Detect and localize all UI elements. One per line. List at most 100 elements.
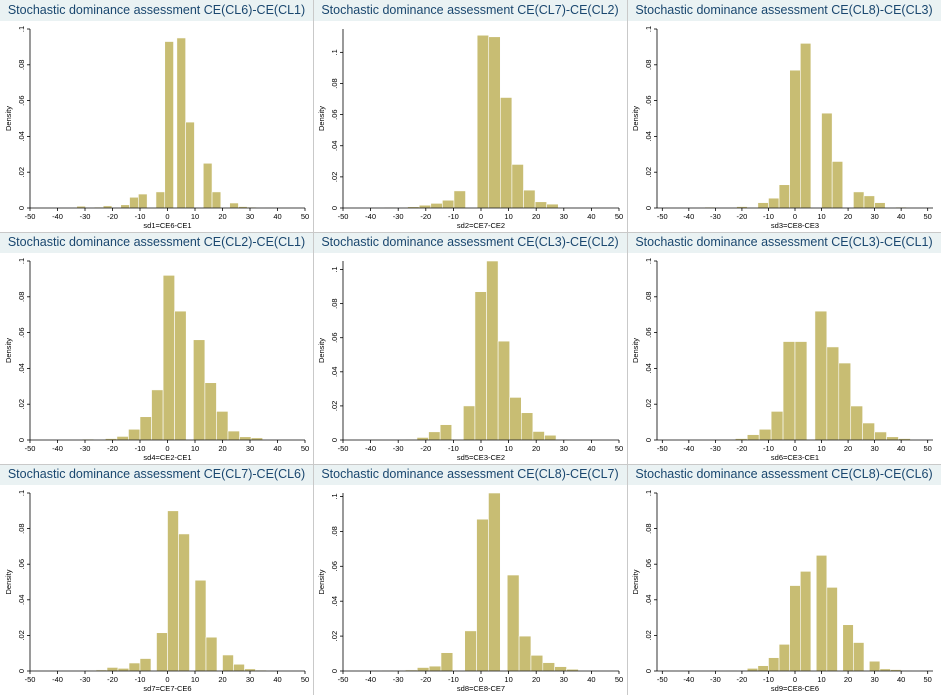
x-tick-label: -20	[420, 444, 431, 453]
y-tick-label: .08	[330, 298, 339, 308]
histogram-bar	[863, 195, 875, 209]
histogram-bar	[886, 436, 899, 441]
x-tick-label: 30	[560, 212, 568, 221]
x-tick-label: 50	[615, 212, 623, 221]
x-tick-label: -40	[365, 212, 376, 221]
y-tick-label: .1	[330, 266, 339, 272]
x-tick-label: 20	[532, 212, 540, 221]
y-tick-label: .1	[330, 493, 339, 499]
x-axis-title: sd5=CE3-CE2	[457, 453, 505, 462]
x-tick-label: -30	[710, 212, 721, 221]
histogram-bar	[874, 202, 886, 209]
x-tick-label: -20	[107, 212, 118, 221]
histogram-bar	[534, 201, 547, 209]
chart-title: Stochastic dominance assessment CE(CL7)-…	[313, 0, 627, 21]
histogram-svg: -50 -40 -30 -20 -10 0 10 20 30 40 50 0 .02 .04 .06 .08.…	[631, 26, 933, 230]
x-tick-label: 20	[844, 675, 852, 684]
x-tick-label: 20	[218, 444, 226, 453]
x-tick-label: -20	[107, 675, 118, 684]
histogram-panel: Stochastic dominance assessment CE(CL8)-…	[313, 464, 627, 695]
y-tick-label: .08	[644, 60, 653, 70]
x-tick-label: -20	[107, 444, 118, 453]
x-tick-label: -10	[135, 444, 146, 453]
histogram-bar	[176, 37, 186, 209]
x-tick-label: 30	[246, 212, 254, 221]
x-tick-label: 50	[615, 444, 623, 453]
histogram-bar	[532, 431, 545, 441]
x-tick-label: -10	[763, 212, 774, 221]
histogram-svg: -50 -40 -30 -20 -10 0 10 20 30 40 50 0 .02 .04 .06 .08.…	[317, 29, 623, 230]
histogram-bar	[453, 190, 466, 209]
x-axis-title: sd7=CE7-CE6	[143, 684, 191, 693]
chart-title: Stochastic dominance assessment CE(CL3)-…	[627, 232, 941, 253]
x-tick-label: -40	[52, 675, 63, 684]
histogram-bar	[509, 397, 522, 441]
x-tick-label: 40	[897, 212, 905, 221]
x-tick-label: 40	[587, 444, 595, 453]
x-tick-label: -10	[448, 444, 459, 453]
histogram-svg: -50 -40 -30 -20 -10 0 10 20 30 40 50 0 .02 .04 .06 .08.…	[4, 258, 309, 462]
histogram-bar	[869, 660, 881, 672]
x-tick-label: -50	[338, 444, 349, 453]
histogram-bar	[554, 666, 567, 672]
histogram-bar	[506, 574, 520, 672]
x-tick-label: -40	[365, 675, 376, 684]
y-tick-label: .1	[17, 26, 26, 32]
histogram-bar	[167, 510, 179, 672]
y-tick-label: .02	[644, 399, 653, 409]
y-tick-label: .02	[644, 630, 653, 640]
x-tick-label: -30	[710, 675, 721, 684]
histogram-bar	[757, 202, 769, 209]
chart-title: Stochastic dominance assessment CE(CL7)-…	[0, 464, 313, 485]
histogram-svg: -50 -40 -30 -20 -10 0 10 20 30 40 50 0 .02 .04 .06 .08.…	[317, 492, 623, 693]
x-tick-label: -40	[52, 444, 63, 453]
histogram-bar	[117, 668, 130, 672]
x-tick-label: -50	[338, 212, 349, 221]
histogram-bar	[757, 665, 769, 672]
x-tick-label: 0	[793, 444, 797, 453]
x-tick-label: 50	[924, 444, 932, 453]
histogram-bar	[151, 389, 164, 441]
y-tick-label: .06	[644, 95, 653, 105]
histogram-panel: Stochastic dominance assessment CE(CL3)-…	[313, 232, 627, 464]
histogram-bar	[815, 555, 828, 672]
x-tick-label: 50	[924, 675, 932, 684]
x-tick-label: -20	[737, 444, 748, 453]
histogram-bar	[194, 579, 207, 672]
y-tick-label: 0	[644, 206, 653, 210]
histogram-bar	[476, 34, 490, 209]
x-tick-label: -20	[737, 212, 748, 221]
y-tick-label: 0	[644, 669, 653, 673]
x-tick-label: -50	[657, 212, 668, 221]
y-axis-title: Density	[4, 338, 13, 363]
y-tick-label: .06	[644, 559, 653, 569]
y-tick-label: .04	[17, 363, 26, 373]
x-tick-label: -50	[25, 444, 36, 453]
histogram-bar	[418, 204, 432, 209]
histogram-bar	[789, 69, 801, 209]
x-tick-label: 40	[897, 675, 905, 684]
histogram-bar	[139, 658, 152, 672]
y-axis-title: Density	[4, 106, 13, 131]
y-tick-label: .08	[330, 78, 339, 88]
x-tick-label: 40	[273, 675, 281, 684]
y-tick-label: .04	[330, 596, 339, 606]
x-tick-label: -20	[420, 212, 431, 221]
y-tick-label: .04	[644, 595, 653, 605]
y-tick-label: .02	[17, 630, 26, 640]
y-tick-label: .08	[17, 292, 26, 302]
y-tick-label: 0	[330, 669, 339, 673]
histogram-bar	[128, 662, 141, 672]
histogram-bar	[838, 362, 852, 441]
histogram-bar	[768, 197, 780, 209]
histogram-bar	[439, 424, 453, 441]
y-tick-label: 0	[17, 206, 26, 210]
x-tick-label: 50	[301, 212, 309, 221]
x-tick-label: 20	[844, 212, 852, 221]
histogram-bar	[778, 644, 790, 672]
y-tick-label: .06	[17, 327, 26, 337]
x-tick-label: 0	[793, 212, 797, 221]
histogram-bar	[174, 310, 187, 441]
x-tick-label: -20	[737, 675, 748, 684]
histogram-bar	[205, 636, 218, 672]
